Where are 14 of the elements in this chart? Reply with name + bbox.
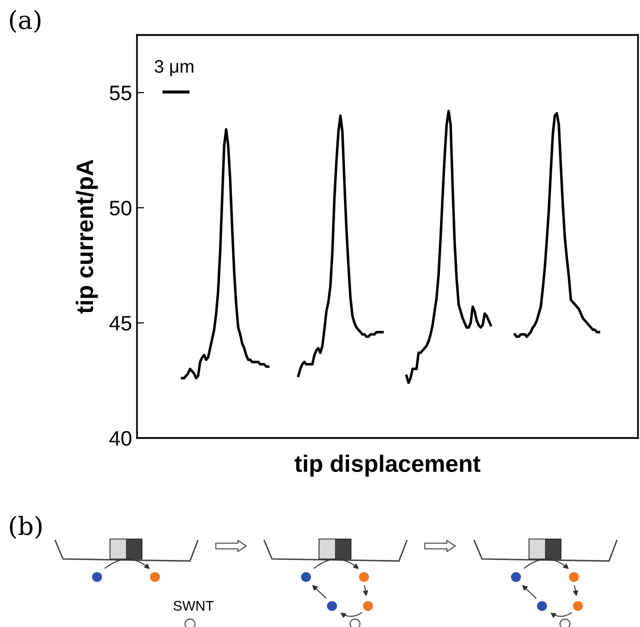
line-series xyxy=(514,112,600,338)
y-axis-title: tip current/pA xyxy=(76,160,98,314)
y-tick-label: 55 xyxy=(110,86,132,100)
y-tick-label: 45 xyxy=(109,316,132,331)
text: (b) xyxy=(10,516,42,539)
line-series xyxy=(180,128,270,380)
text: (a) xyxy=(10,10,40,33)
line-series xyxy=(297,114,384,378)
line-series xyxy=(405,110,492,384)
text: SWNT xyxy=(174,600,214,611)
y-tick-label: 40 xyxy=(109,431,132,446)
x-axis-title: tip displacement xyxy=(294,454,480,477)
y-tick-label: 50 xyxy=(110,200,132,216)
annotation: 3 μm xyxy=(154,60,194,76)
